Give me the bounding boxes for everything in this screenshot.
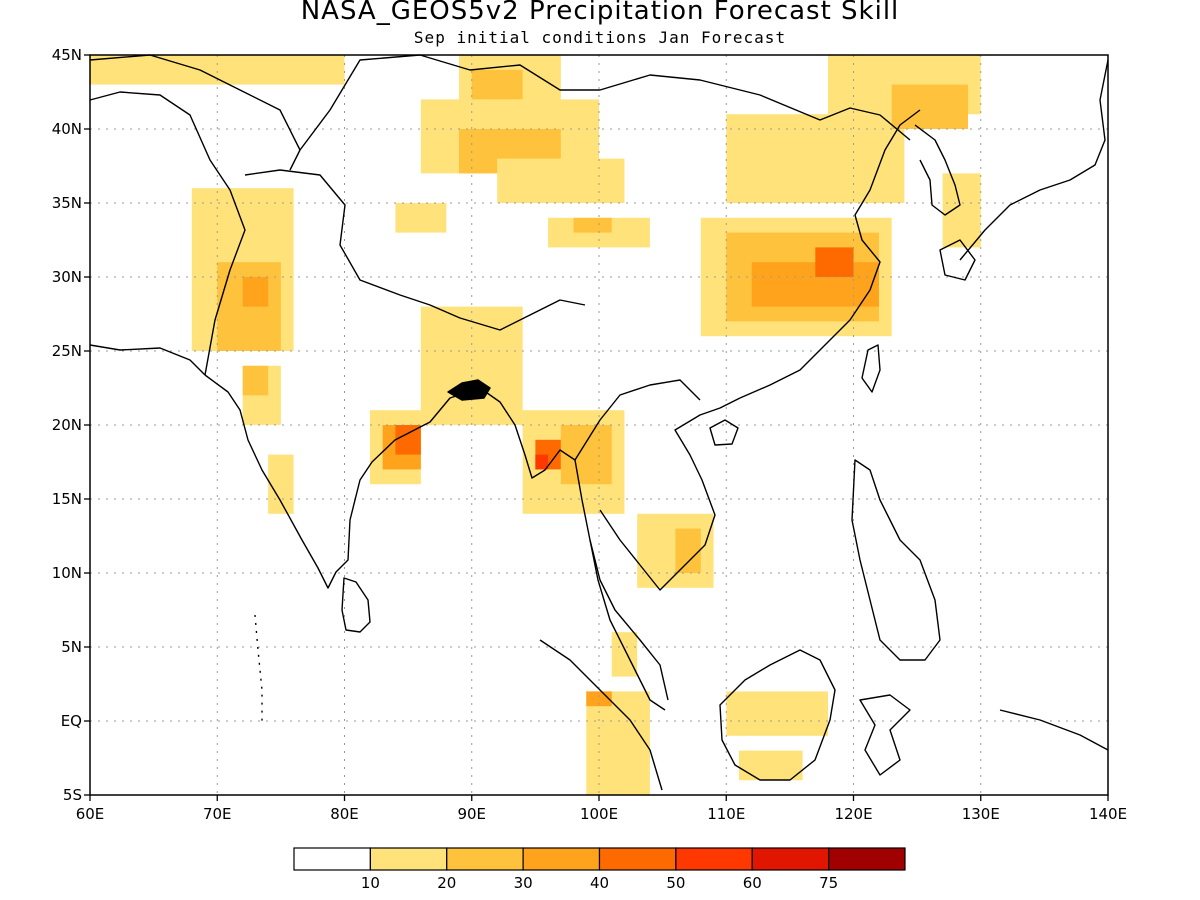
india-coastline <box>204 374 481 589</box>
lat-lon-gridlines <box>90 55 1108 795</box>
map-title: NASA_GEOS5v2 Precipitation Forecast Skil… <box>300 0 900 26</box>
sumatra <box>539 639 663 791</box>
axis-ticks: 60E 70E 80E 90E 100E 110E 120E 130E 140E 45N 40N 35… <box>52 46 1127 823</box>
new-guinea-edge <box>999 709 1109 751</box>
skill-cell-32 <box>675 528 701 573</box>
legend-swatch-7 <box>828 847 906 871</box>
skill-cell-2 <box>471 69 523 100</box>
y-tick-label: 15N <box>52 490 82 508</box>
y-tick-label: 35N <box>52 194 82 212</box>
y-tick-label: 40N <box>52 120 82 138</box>
legend-label: 40 <box>590 874 609 892</box>
legend-label: 10 <box>361 874 380 892</box>
y-tick-label: 5N <box>61 638 82 656</box>
skill-cell-26 <box>268 454 294 514</box>
x-tick-label: 90E <box>457 805 486 823</box>
x-tick-label: 130E <box>962 805 1000 823</box>
x-tick-label: 60E <box>76 805 105 823</box>
skill-cell-34 <box>586 691 650 795</box>
skill-shading-layer <box>90 55 981 795</box>
iran-coast <box>89 344 206 376</box>
skill-cell-36 <box>726 691 829 736</box>
x-tick-label: 120E <box>834 805 872 823</box>
philippines <box>851 459 941 661</box>
sri-lanka <box>341 577 371 633</box>
skill-cell-21 <box>242 365 269 396</box>
skill-cell-8 <box>726 114 905 203</box>
coastlines-and-borders <box>89 54 1109 791</box>
y-tick-label: 5S <box>63 786 82 804</box>
skill-cell-15 <box>942 173 981 248</box>
legend-label: 50 <box>666 874 685 892</box>
x-tick-label: 70E <box>203 805 232 823</box>
japan <box>959 59 1109 261</box>
legend-label: 20 <box>437 874 456 892</box>
skill-cell-18 <box>242 277 269 307</box>
indochina-borders <box>574 379 701 461</box>
legend-label: 75 <box>819 874 838 892</box>
x-tick-label: 80E <box>330 805 359 823</box>
skill-cell-5 <box>497 158 625 203</box>
china-north-border <box>299 54 911 151</box>
skill-cell-14 <box>815 247 854 277</box>
skill-cell-7 <box>573 217 612 233</box>
legend-label: 30 <box>514 874 533 892</box>
legend-swatch-0 <box>293 847 371 871</box>
legend-swatch-4 <box>598 847 677 871</box>
legend-label: 60 <box>743 874 762 892</box>
taiwan <box>861 344 881 393</box>
y-tick-label: EQ <box>61 712 82 730</box>
y-tick-label: 45N <box>52 46 82 64</box>
skill-cell-19 <box>395 203 447 233</box>
y-tick-label: 25N <box>52 342 82 360</box>
y-tick-label: 20N <box>52 416 82 434</box>
west-borders <box>89 91 246 376</box>
china-east-coast <box>739 109 921 399</box>
x-tick-label: 100E <box>580 805 618 823</box>
skill-cell-22 <box>420 306 523 425</box>
map-subtitle: Sep initial conditions Jan Forecast <box>413 28 787 47</box>
legend-swatch-1 <box>369 847 448 871</box>
legend-swatch-5 <box>675 847 753 871</box>
color-legend: 10 20 30 40 50 60 75 <box>293 847 906 892</box>
skill-cell-28 <box>560 425 612 485</box>
skill-cell-25 <box>395 425 421 455</box>
maldives <box>254 614 263 725</box>
hainan <box>709 419 739 446</box>
borneo <box>719 649 836 781</box>
bangladesh-fill <box>447 379 491 401</box>
legend-swatch-2 <box>446 847 524 871</box>
korea <box>914 124 961 216</box>
malay-peninsula <box>589 539 666 711</box>
indochina-coast <box>639 397 741 591</box>
skill-cell-30 <box>535 454 549 470</box>
legend-swatch-6 <box>751 847 830 871</box>
x-tick-label: 140E <box>1089 805 1127 823</box>
sulawesi <box>859 694 911 776</box>
himalaya-border <box>244 169 586 331</box>
y-tick-label: 30N <box>52 268 82 286</box>
kyushu <box>939 239 976 281</box>
thailand-gulf <box>599 509 641 566</box>
legend-swatch-3 <box>522 847 601 871</box>
skill-cell-37 <box>738 750 803 781</box>
skill-cell-33 <box>611 632 638 677</box>
x-tick-label: 110E <box>707 805 745 823</box>
y-tick-label: 10N <box>52 564 82 582</box>
